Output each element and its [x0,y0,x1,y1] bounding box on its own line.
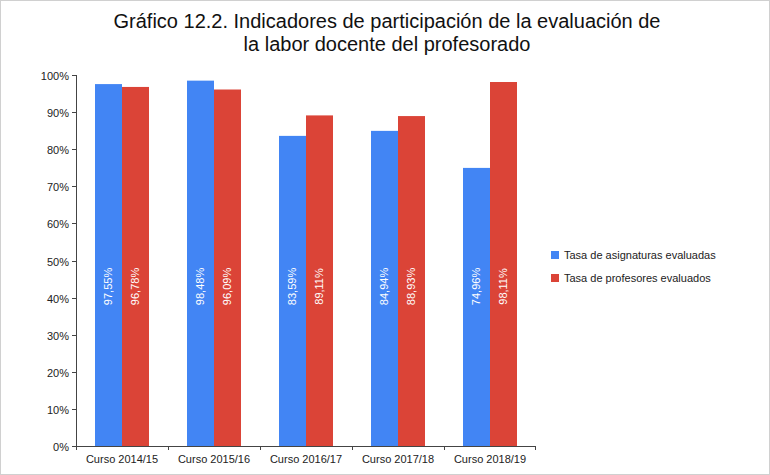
y-tick [72,186,76,187]
y-tick [72,335,76,336]
y-tick [72,372,76,373]
bar [214,90,241,446]
data-label: 83,59% [286,268,298,306]
chart-svg: 0%10%20%30%40%50%60%70%80%90%100%97,55%9… [1,1,770,475]
bar [187,81,214,446]
x-tick-label: Curso 2018/19 [454,453,526,465]
bar [490,82,517,446]
legend: Tasa de asignaturas evaluadas Tasa de pro… [551,249,716,284]
y-tick-label: 30% [47,330,69,342]
bar [95,84,122,446]
bar [122,87,149,446]
y-tick-label: 100% [41,70,69,82]
data-label: 89,11% [313,268,325,305]
y-tick [72,409,76,410]
x-tick-label: Curso 2017/18 [362,453,434,465]
x-tick-label: Curso 2015/16 [178,453,250,465]
y-tick [72,261,76,262]
y-tick-label: 60% [47,218,69,230]
y-tick-label: 0% [53,441,69,453]
legend-label: Tasa de profesores evaluados [564,272,711,284]
data-label: 97,55% [102,268,114,306]
x-tick [168,446,169,450]
y-tick [72,446,76,447]
data-label: 98,48% [194,268,206,306]
y-tick-label: 40% [47,293,69,305]
x-tick [535,446,536,450]
x-tick-label: Curso 2014/15 [86,453,158,465]
y-tick-label: 80% [47,144,69,156]
data-label: 74,96% [470,268,482,306]
y-tick [72,298,76,299]
data-label: 96,09% [221,268,233,306]
legend-swatch [551,274,559,282]
y-tick [72,75,76,76]
y-tick-label: 90% [47,107,69,119]
x-axis [76,446,536,447]
y-tick-label: 20% [47,367,69,379]
y-axis [76,75,77,446]
data-label: 96,78% [129,268,141,306]
chart-title: Gráfico 12.2. Indicadores de participaci… [113,10,661,56]
bar [279,136,306,446]
bars [95,81,517,446]
y-tick-label: 10% [47,404,69,416]
bar [398,116,425,446]
bar [371,131,398,446]
y-tick-label: 70% [47,181,69,193]
x-tick [352,446,353,450]
data-label: 88,93% [405,268,417,306]
legend-swatch [551,251,559,259]
x-tick [444,446,445,450]
y-tick-label: 50% [47,256,69,268]
legend-label: Tasa de asignaturas evaluadas [564,249,716,261]
bar [306,115,333,446]
y-tick [72,112,76,113]
x-tick [260,446,261,450]
bar [463,168,490,446]
chart-container: Gráfico 12.2. Indicadores de participaci… [0,0,770,475]
data-label: 84,94% [378,268,390,306]
x-tick [76,446,77,450]
data-labels: 97,55% 98,48% 83,59% 84,94% 74,96% 96,78% 96,0… [102,268,509,306]
data-label: 98,11% [497,268,509,305]
x-tick-label: Curso 2016/17 [270,453,342,465]
y-tick [72,149,76,150]
y-tick [72,223,76,224]
